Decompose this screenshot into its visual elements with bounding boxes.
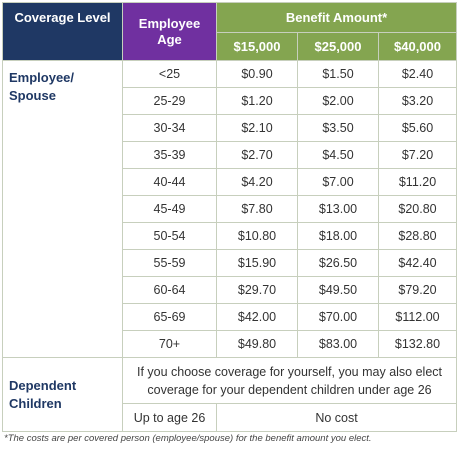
header-cell: $25,000 xyxy=(297,32,379,61)
cell: $42.40 xyxy=(377,249,458,277)
header-cell: $40,000 xyxy=(377,32,458,61)
cell: $42.00 xyxy=(216,303,298,331)
row: 55-59 $15.90 $26.50 $42.40 xyxy=(3,249,458,277)
row: 40-44 $4.20 $7.00 $11.20 xyxy=(3,168,458,196)
cell: 65-69 xyxy=(122,303,217,331)
row: 30-34 $2.10 $3.50 $5.60 xyxy=(3,114,458,142)
header-cell: $15,000 xyxy=(216,32,298,61)
row: Dependent Children If you choose coverage… xyxy=(2,357,458,432)
cell: $79.20 xyxy=(377,276,458,304)
cell: $7.20 xyxy=(377,141,458,169)
cell: 45-49 xyxy=(122,195,217,223)
cell: $2.40 xyxy=(377,60,458,88)
cell: If you choose coverage for yourself, you… xyxy=(121,357,458,404)
cell: 55-59 xyxy=(122,249,217,277)
cell: $2.10 xyxy=(216,114,298,142)
cell: $0.90 xyxy=(216,60,298,88)
cell: 60-64 xyxy=(122,276,217,304)
row: Up to age 26 No cost xyxy=(3,403,458,432)
cell: $26.50 xyxy=(297,249,379,277)
cell: $5.60 xyxy=(377,114,458,142)
cell: $7.00 xyxy=(297,168,379,196)
cell: <25 xyxy=(122,60,217,88)
header-cell: Benefit Amount* xyxy=(215,2,458,33)
cell: $49.80 xyxy=(216,330,298,358)
cell: $2.70 xyxy=(216,141,298,169)
cell: 50-54 xyxy=(122,222,217,250)
cell: $4.20 xyxy=(216,168,298,196)
row: Employee/ Spouse <25 $0.90 $1.50 $2.40 xyxy=(2,60,458,358)
row: 60-64 $29.70 $49.50 $79.20 xyxy=(3,276,458,304)
cell: 30-34 xyxy=(122,114,217,142)
cell: $1.20 xyxy=(216,87,298,115)
cell: $18.00 xyxy=(297,222,379,250)
rate-table: Coverage Level Employee Age Benefit Amou… xyxy=(2,2,458,432)
footnote: *The costs are per covered person (emplo… xyxy=(4,433,372,444)
cell: $13.00 xyxy=(297,195,379,223)
cell: No cost xyxy=(215,403,458,432)
cell: 35-39 xyxy=(122,141,217,169)
cell: $11.20 xyxy=(377,168,458,196)
section-label: Employee/ Spouse xyxy=(2,60,123,358)
row: 35-39 $2.70 $4.50 $7.20 xyxy=(3,141,458,169)
cell: $20.80 xyxy=(377,195,458,223)
header-cell: Coverage Level xyxy=(2,2,123,61)
cell: $112.00 xyxy=(377,303,458,331)
cell: 25-29 xyxy=(122,87,217,115)
cell: $4.50 xyxy=(297,141,379,169)
cell: $15.90 xyxy=(216,249,298,277)
cell: $49.50 xyxy=(297,276,379,304)
cell: Up to age 26 xyxy=(122,403,217,432)
cell: $3.50 xyxy=(297,114,379,142)
cell: 70+ xyxy=(122,330,217,358)
cell: $132.80 xyxy=(377,330,458,358)
cell: $1.50 xyxy=(297,60,379,88)
row: 45-49 $7.80 $13.00 $20.80 xyxy=(3,195,458,223)
cell: $29.70 xyxy=(216,276,298,304)
cell: $2.00 xyxy=(297,87,379,115)
section-label: Dependent Children xyxy=(2,357,123,432)
cell: $28.80 xyxy=(377,222,458,250)
cell: $83.00 xyxy=(297,330,379,358)
cell: $7.80 xyxy=(216,195,298,223)
row: 25-29 $1.20 $2.00 $3.20 xyxy=(3,87,458,115)
cell: $10.80 xyxy=(216,222,298,250)
cell: 40-44 xyxy=(122,168,217,196)
row: 50-54 $10.80 $18.00 $28.80 xyxy=(3,222,458,250)
cell: $3.20 xyxy=(377,87,458,115)
cell: $70.00 xyxy=(297,303,379,331)
header-cell: Employee Age xyxy=(122,2,217,61)
